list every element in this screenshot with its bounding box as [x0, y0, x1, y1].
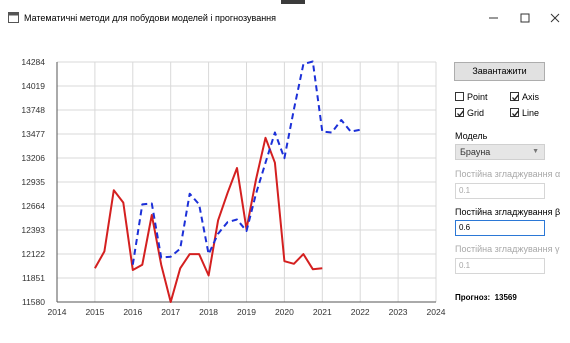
top-drag-handle[interactable] — [281, 0, 305, 4]
actual-series-line — [94, 136, 323, 303]
y-tick-label: 13206 — [21, 153, 45, 163]
chart-grid — [56, 61, 437, 303]
grid-checkbox[interactable]: Grid — [455, 107, 484, 119]
model-label: Модель — [455, 131, 488, 141]
maximize-button[interactable] — [512, 8, 538, 28]
model-select-value: Брауна — [460, 147, 491, 157]
y-tick-label: 12393 — [21, 225, 45, 235]
x-tick-label: 2018 — [199, 307, 218, 317]
beta-label: Постійна згладжування β — [455, 207, 561, 217]
minimize-button[interactable] — [481, 8, 507, 28]
chart-axes: 2014 2015 2016 2017 2018 2019 2020 2021 2022 2023… — [21, 57, 445, 317]
chevron-down-icon: ▼ — [532, 148, 539, 155]
x-tick-label: 2014 — [48, 307, 67, 317]
point-checkbox[interactable]: Point — [455, 91, 488, 103]
close-button[interactable] — [542, 8, 568, 28]
forecast-label: Прогноз: — [455, 293, 491, 302]
line-checkbox-label: Line — [522, 108, 540, 118]
y-tick-label: 11580 — [22, 297, 45, 307]
axis-checkbox-box[interactable] — [510, 92, 520, 101]
x-tick-label: 2017 — [161, 307, 180, 317]
close-icon — [550, 13, 560, 23]
forecast-value: 13569 — [494, 293, 517, 302]
window-title: Математичні методи для побудови моделей … — [24, 13, 277, 23]
load-button[interactable]: Завантажити — [454, 62, 545, 81]
checkmark-icon — [457, 110, 465, 117]
x-tick-label: 2021 — [313, 307, 332, 317]
y-tick-label: 14284 — [21, 57, 45, 67]
axis-checkbox[interactable]: Axis — [510, 91, 539, 103]
forecast-chart: 2014 2015 2016 2017 2018 2019 2020 2021 2022 2023… — [21, 57, 445, 317]
y-tick-label: 13748 — [21, 105, 45, 115]
forecast-result: Прогноз: 13569 — [455, 293, 517, 302]
maximize-icon — [520, 13, 530, 23]
minimize-icon — [489, 17, 498, 19]
checkmark-icon — [512, 110, 520, 117]
x-tick-label: 2016 — [123, 307, 142, 317]
chart-series — [94, 60, 361, 303]
x-tick-label: 2020 — [275, 307, 294, 317]
title-bar: Математичні методи для побудови моделей … — [0, 0, 570, 34]
grid-checkbox-label: Grid — [467, 108, 485, 118]
checkmark-icon — [512, 94, 520, 101]
gamma-label: Постійна згладжування γ — [455, 244, 560, 254]
axis-checkbox-label: Axis — [522, 92, 540, 102]
y-tick-label: 14019 — [21, 81, 45, 91]
x-tick-label: 2019 — [237, 307, 256, 317]
y-tick-label: 12935 — [21, 177, 45, 187]
line-checkbox-box[interactable] — [510, 108, 520, 117]
forecast-series-line — [131, 60, 361, 265]
app-window-icon — [8, 12, 19, 23]
y-tick-label: 12122 — [21, 249, 45, 259]
x-tick-label: 2024 — [427, 307, 446, 317]
point-checkbox-box[interactable] — [455, 92, 464, 101]
beta-input[interactable]: 0.6 — [455, 220, 545, 236]
y-tick-label: 11851 — [22, 273, 45, 283]
alpha-input[interactable]: 0.1 — [455, 183, 545, 199]
model-select[interactable]: Брауна ▼ — [455, 144, 545, 160]
alpha-label: Постійна згладжування α — [455, 169, 561, 179]
y-tick-label: 12664 — [21, 201, 45, 211]
y-tick-label: 13477 — [21, 129, 45, 139]
x-tick-label: 2015 — [85, 307, 104, 317]
line-checkbox[interactable]: Line — [510, 107, 539, 119]
gamma-input[interactable]: 0.1 — [455, 258, 545, 274]
grid-checkbox-box[interactable] — [455, 108, 465, 117]
x-tick-label: 2022 — [351, 307, 370, 317]
point-checkbox-label: Point — [467, 92, 488, 102]
x-tick-label: 2023 — [389, 307, 408, 317]
